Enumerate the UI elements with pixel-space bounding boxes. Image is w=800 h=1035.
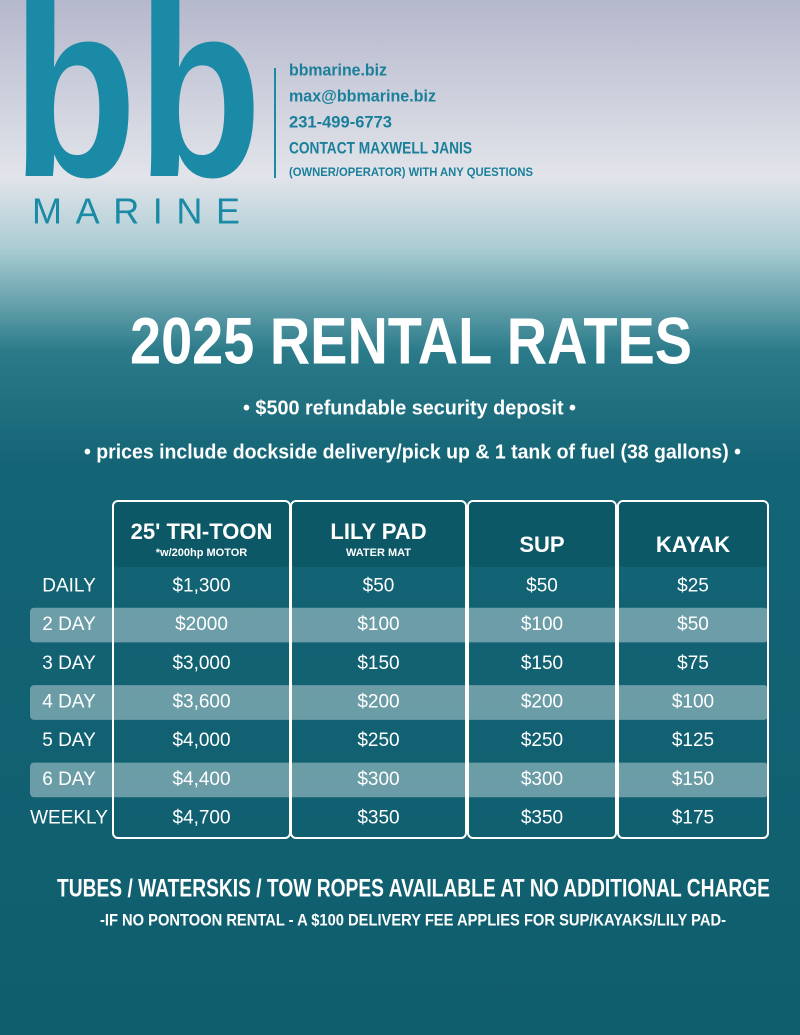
rate: $4,000 — [172, 730, 230, 751]
row-band — [30, 762, 768, 798]
rate: $250 — [357, 730, 399, 751]
rate: $300 — [521, 769, 563, 790]
rate: $100 — [521, 614, 563, 635]
contact-note: (OWNER/OPERATOR) WITH ANY QUESTIONS — [289, 165, 533, 179]
website: bbmarine.biz — [289, 60, 387, 79]
header-sub: *w/200hp MOTOR — [156, 547, 248, 559]
row-label: 4 DAY — [42, 692, 96, 713]
rate: $4,400 — [172, 769, 230, 790]
rate: $2000 — [175, 614, 228, 635]
rate: $100 — [357, 614, 399, 635]
row-label: 6 DAY — [42, 769, 96, 790]
row-label: WEEKLY — [30, 808, 108, 829]
header-cell — [113, 501, 290, 567]
rate: $50 — [677, 614, 709, 635]
header-cell — [291, 501, 466, 567]
rate: $200 — [357, 692, 399, 713]
footer-line: TUBES / WATERSKIS / TOW ROPES AVAILABLE … — [57, 875, 770, 903]
row-label: 3 DAY — [42, 653, 96, 674]
contact-name: CONTACT MAXWELL JANIS — [289, 138, 472, 157]
rate: $3,000 — [172, 653, 230, 674]
email: max@bbmarine.biz — [289, 86, 436, 105]
logo-mark: bb — [12, 0, 262, 229]
rate: $150 — [672, 769, 714, 790]
header-name: SUP — [519, 532, 564, 557]
title: 2025 RENTAL RATES — [130, 303, 692, 377]
header-name: KAYAK — [656, 532, 730, 557]
column-frame — [290, 500, 467, 839]
rate: $125 — [672, 730, 714, 751]
rate: $1,300 — [172, 575, 230, 596]
row-band — [30, 685, 768, 720]
rate: $300 — [357, 769, 399, 790]
rate: $75 — [677, 653, 709, 674]
rates-table: 25' TRI-TOON *w/200hp MOTOR LILY PAD WATER … — [30, 500, 769, 839]
column-frame — [467, 500, 617, 839]
header-sub: WATER MAT — [346, 547, 411, 559]
rate: $250 — [521, 730, 563, 751]
prices-note: • prices include dockside delivery/pick … — [84, 441, 741, 463]
rate: $150 — [521, 653, 563, 674]
rate: $50 — [526, 575, 558, 596]
phone: 231-499-6773 — [289, 112, 392, 131]
rate: $4,700 — [172, 808, 230, 829]
footer-note: -IF NO PONTOON RENTAL - A $100 DELIVERY … — [100, 910, 726, 929]
header-cell — [618, 501, 768, 567]
row-band — [30, 607, 768, 643]
rate: $200 — [521, 692, 563, 713]
header-name: 25' TRI-TOON — [131, 519, 273, 544]
rate: $350 — [521, 808, 563, 829]
column-frame — [617, 500, 769, 839]
deposit-note: • $500 refundable security deposit • — [243, 397, 576, 419]
rate: $150 — [357, 653, 399, 674]
rate: $175 — [672, 808, 714, 829]
contact: bbmarine.biz max@bbmarine.biz 231-499-67… — [289, 60, 533, 179]
row-label: 5 DAY — [42, 730, 96, 751]
header-name: LILY PAD — [330, 519, 426, 544]
rate: $100 — [672, 692, 714, 713]
header-cell — [468, 501, 616, 567]
rate: $50 — [363, 575, 395, 596]
rate: $350 — [357, 808, 399, 829]
rate: $25 — [677, 575, 709, 596]
row-label: DAILY — [42, 575, 96, 596]
rate: $3,600 — [172, 692, 230, 713]
row-label: 2 DAY — [42, 614, 96, 635]
